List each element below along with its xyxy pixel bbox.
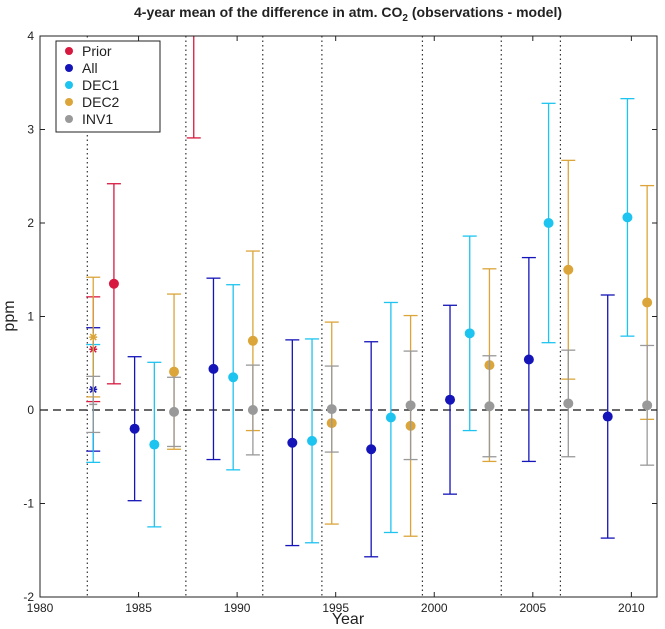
title-suffix: (observations - model): [408, 4, 562, 20]
error-bar: [106, 183, 121, 385]
legend-label: INV1: [82, 111, 113, 127]
x-tick-label: 2005: [519, 601, 546, 615]
point: [169, 366, 180, 377]
x-tick-label: 1985: [125, 601, 152, 615]
x-tick-label: 2010: [618, 601, 645, 615]
legend-label: All: [82, 60, 98, 76]
point: [642, 400, 653, 411]
point: [169, 406, 180, 417]
x-tick-label: 1995: [322, 601, 349, 615]
point: [642, 297, 653, 308]
point: [523, 354, 534, 365]
plot-area: [40, 36, 657, 597]
error-bar: [600, 294, 615, 539]
y-tick-label: -2: [23, 590, 34, 604]
error-bar: [620, 97, 635, 337]
point: [287, 437, 298, 448]
y-tick-label: -1: [23, 497, 34, 511]
error-bar: [640, 344, 655, 466]
legend-marker: [65, 47, 73, 55]
point: [464, 328, 475, 339]
y-tick-label: 1: [27, 310, 34, 324]
y-axis-label: ppm: [1, 300, 18, 331]
y-tick-label: 3: [27, 123, 34, 137]
x-tick-label: 1990: [224, 601, 251, 615]
error-bar: [245, 364, 260, 456]
error-bar: [561, 159, 576, 380]
point: [247, 405, 258, 415]
point: [108, 278, 119, 289]
point: [366, 444, 377, 455]
point: [484, 401, 495, 412]
error-bar: [206, 277, 221, 461]
point: [247, 335, 258, 346]
point: [622, 212, 633, 223]
x-tick-label: 2000: [421, 601, 448, 615]
error-bar: [147, 361, 162, 528]
error-bar: [383, 301, 398, 534]
title-subscript: 2: [402, 13, 408, 24]
point: [563, 398, 574, 409]
point: [563, 264, 574, 275]
legend-marker: [65, 81, 73, 89]
point: [129, 423, 140, 434]
legend-marker: [65, 64, 73, 72]
error-bar: [462, 235, 477, 432]
error-bar: [364, 341, 379, 558]
x-tick-label: 1980: [27, 601, 54, 615]
chart-title: 4-year mean of the difference in atm. CO…: [134, 4, 562, 24]
error-bar: [285, 339, 300, 547]
y-tick-label: 4: [27, 29, 34, 43]
legend-box: [55, 40, 161, 133]
error-bar: [561, 349, 576, 458]
point: [445, 394, 456, 405]
point: [602, 411, 613, 422]
point: [149, 439, 160, 450]
point: [89, 400, 98, 409]
legend-label: DEC1: [82, 77, 120, 93]
error-bar: [403, 350, 418, 461]
error-bar: [127, 356, 142, 502]
point: [89, 333, 98, 342]
error-bar: [541, 102, 556, 344]
error-bar: [186, 36, 201, 139]
legend-marker: [65, 98, 73, 106]
point: [385, 412, 396, 423]
point: [405, 400, 416, 411]
y-tick-label: 2: [27, 216, 34, 230]
y-tick-label: 0: [27, 403, 34, 417]
error-bar: [86, 375, 101, 434]
legend-label: DEC2: [82, 94, 120, 110]
point: [208, 363, 219, 374]
error-bar: [305, 338, 320, 544]
error-bar: [167, 376, 182, 448]
title-main: 4-year mean of the difference in atm. CO: [134, 4, 403, 20]
error-bar: [324, 365, 339, 453]
error-bar: [226, 284, 241, 471]
legend-label: Prior: [82, 43, 112, 59]
point: [326, 404, 337, 415]
x-axis-label: Year: [332, 611, 365, 628]
error-bar: [443, 304, 458, 495]
point: [543, 218, 554, 228]
point: [307, 435, 318, 446]
point: [228, 372, 239, 383]
error-bar: [521, 256, 536, 463]
error-bar: [482, 355, 497, 458]
legend-marker: [65, 115, 73, 123]
